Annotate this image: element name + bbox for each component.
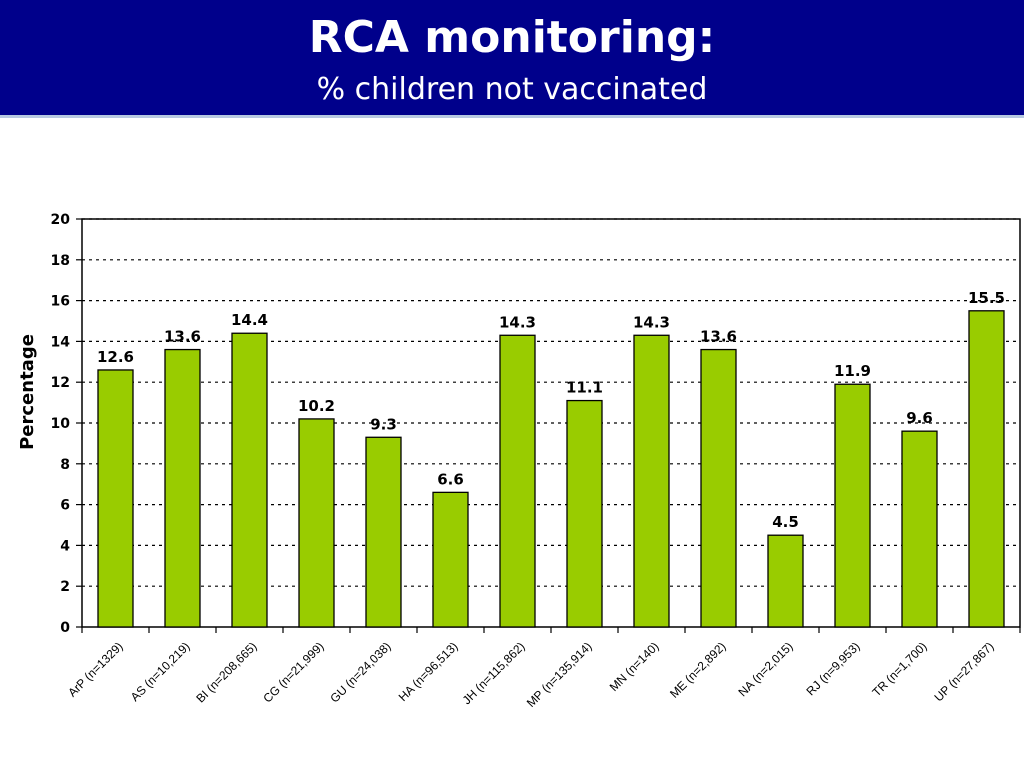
y-tick-label: 12	[51, 375, 70, 391]
category-label: UP (n=27,867)	[931, 639, 996, 704]
y-tick-label: 6	[60, 498, 70, 514]
category-label: ME (n=2,892)	[667, 639, 729, 701]
category-label: GU (n=24,038)	[327, 639, 393, 705]
bar	[767, 534, 804, 628]
data-label: 9.3	[370, 415, 397, 433]
bar	[298, 418, 335, 628]
category-label: AS (n=10,219)	[128, 639, 193, 704]
bar	[432, 491, 469, 628]
bar	[968, 310, 1005, 628]
data-label: 11.9	[834, 362, 871, 380]
bar	[633, 334, 670, 628]
y-tick-label: 8	[60, 457, 70, 473]
bar	[834, 383, 871, 628]
bar	[97, 369, 134, 628]
bar	[566, 399, 603, 628]
data-label: 9.6	[906, 409, 933, 427]
data-label: 14.3	[499, 313, 536, 331]
y-tick-label: 10	[51, 416, 71, 432]
title-banner: RCA monitoring: % children not vaccinate…	[0, 0, 1024, 118]
bar	[164, 348, 201, 628]
data-label: 12.6	[97, 348, 134, 366]
data-label: 13.6	[700, 328, 737, 346]
data-label: 14.3	[633, 313, 670, 331]
data-label: 10.2	[298, 397, 335, 415]
y-tick-label: 0	[60, 620, 70, 636]
y-tick-label: 14	[51, 334, 71, 350]
y-tick-label: 4	[60, 538, 70, 554]
bar	[231, 332, 268, 628]
y-tick-label: 2	[60, 579, 70, 595]
category-label: MN (n=140)	[607, 639, 662, 694]
data-label: 14.4	[231, 311, 268, 329]
data-label: 11.1	[566, 379, 603, 397]
bar	[365, 436, 402, 628]
category-label: HA (n=96,513)	[396, 639, 461, 704]
y-tick-label: 18	[51, 253, 70, 269]
category-label: JH (n=115,862)	[460, 639, 528, 707]
category-label: CG (n=21,999)	[260, 639, 326, 705]
category-label: BI (n=208,665)	[193, 639, 259, 705]
bar	[499, 334, 536, 628]
category-label: TR (n=1,700)	[869, 639, 929, 699]
data-label: 15.5	[968, 289, 1005, 307]
y-axis-title: Percentage	[17, 334, 38, 450]
bar	[700, 348, 737, 628]
bar	[901, 430, 938, 628]
data-label: 13.6	[164, 328, 201, 346]
slide-subtitle: % children not vaccinated	[316, 72, 708, 107]
category-label: NA (n=2,015)	[735, 639, 795, 699]
y-tick-label: 20	[51, 212, 71, 228]
slide-title: RCA monitoring:	[308, 12, 716, 63]
category-label: ArP (n=1329)	[65, 639, 125, 699]
y-tick-label: 16	[51, 294, 70, 310]
category-label: RJ (n=9,953)	[803, 639, 862, 698]
data-label: 4.5	[772, 513, 799, 531]
data-label: 6.6	[437, 470, 464, 488]
category-label: MP (n=135,914)	[524, 639, 595, 710]
